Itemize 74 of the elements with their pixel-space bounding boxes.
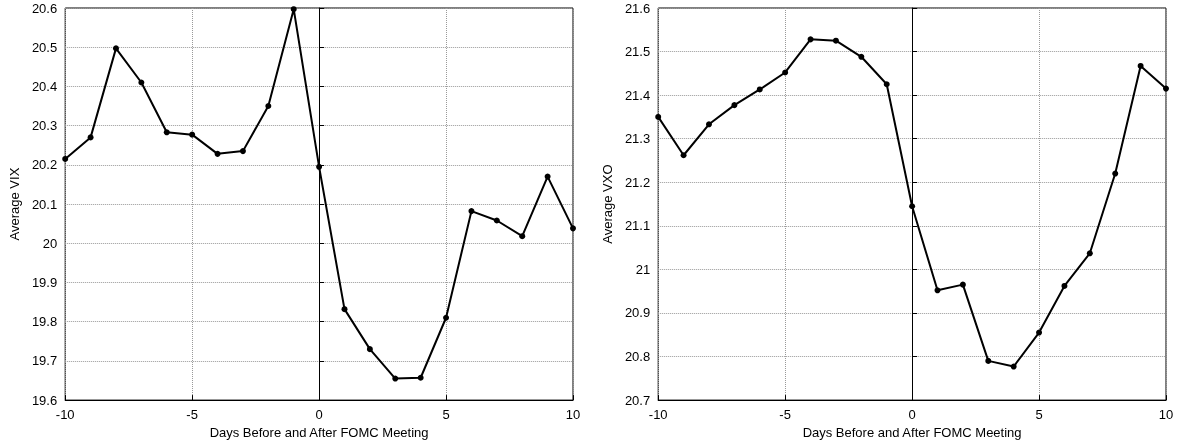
point	[87, 134, 94, 141]
point	[417, 374, 424, 381]
point	[214, 150, 221, 157]
y-tick-label: 20.4	[31, 78, 58, 94]
point	[163, 129, 170, 136]
x-tick-label: -10	[55, 407, 75, 423]
y-tick-label: 20.2	[31, 157, 58, 173]
y-axis-title: Average VXO	[600, 164, 615, 244]
point	[756, 86, 763, 93]
y-tick-label: 20.6	[31, 0, 58, 16]
point	[680, 152, 687, 159]
x-tick-label: 10	[1158, 407, 1174, 423]
x-tick-label: 0	[315, 407, 323, 423]
y-tick-label: 19.9	[31, 274, 58, 290]
point	[341, 306, 348, 313]
y-tick-label: 21	[635, 261, 651, 277]
point	[959, 281, 966, 288]
point	[290, 6, 297, 13]
point	[265, 103, 272, 110]
point	[366, 346, 373, 353]
point	[985, 357, 992, 364]
y-tick-label: 21.2	[624, 174, 651, 190]
x-tick-label: 5	[1035, 407, 1043, 423]
y-tick-label: 21.6	[624, 0, 651, 16]
y-tick-label: 20.5	[31, 39, 58, 55]
point	[189, 131, 196, 138]
y-axis-title: Average VIX	[7, 167, 22, 241]
y-tick-label: 19.6	[31, 392, 58, 408]
point	[655, 113, 662, 120]
y-tick-label: 19.8	[31, 314, 58, 330]
y-tick-label: 20.9	[624, 305, 651, 321]
x-tick-label: -5	[186, 407, 198, 423]
y-tick-label: 21.4	[624, 87, 651, 103]
y-tick-label: 20.7	[624, 392, 651, 408]
y-tick-label: 20.1	[31, 196, 58, 212]
point	[519, 233, 526, 240]
point	[782, 69, 789, 76]
y-tick-label: 21.5	[624, 44, 651, 60]
y-tick-label: 20.3	[31, 118, 58, 134]
point	[544, 173, 551, 180]
y-tick-label: 19.7	[31, 353, 58, 369]
x-tick-label: 0	[908, 407, 916, 423]
point	[1086, 250, 1093, 257]
point	[1036, 329, 1043, 336]
point	[493, 217, 500, 224]
point	[832, 37, 839, 44]
y-tick-label: 21.3	[624, 131, 651, 147]
point	[443, 314, 450, 321]
point	[858, 53, 865, 60]
point	[112, 45, 119, 52]
point	[239, 148, 246, 155]
point	[570, 225, 576, 232]
point	[1112, 170, 1119, 177]
point	[731, 102, 738, 109]
point	[909, 203, 916, 210]
point	[883, 81, 890, 88]
point	[705, 121, 712, 128]
x-axis-title: Days Before and After FOMC Meeting	[802, 425, 1022, 440]
point	[1137, 62, 1144, 69]
point	[62, 155, 69, 162]
y-tick-label: 20.8	[624, 349, 651, 365]
point	[1061, 282, 1068, 289]
x-tick-label: -10	[648, 407, 668, 423]
y-tick-label: 21.1	[624, 218, 651, 234]
point	[1163, 85, 1169, 92]
x-tick-label: 10	[565, 407, 581, 423]
x-tick-label: 5	[442, 407, 450, 423]
point	[934, 287, 941, 294]
point	[468, 208, 475, 215]
point	[316, 163, 323, 170]
point	[1010, 363, 1017, 370]
y-tick-label: 20	[42, 235, 58, 251]
x-tick-label: -5	[779, 407, 791, 423]
x-axis-title: Days Before and After FOMC Meeting	[209, 425, 429, 440]
